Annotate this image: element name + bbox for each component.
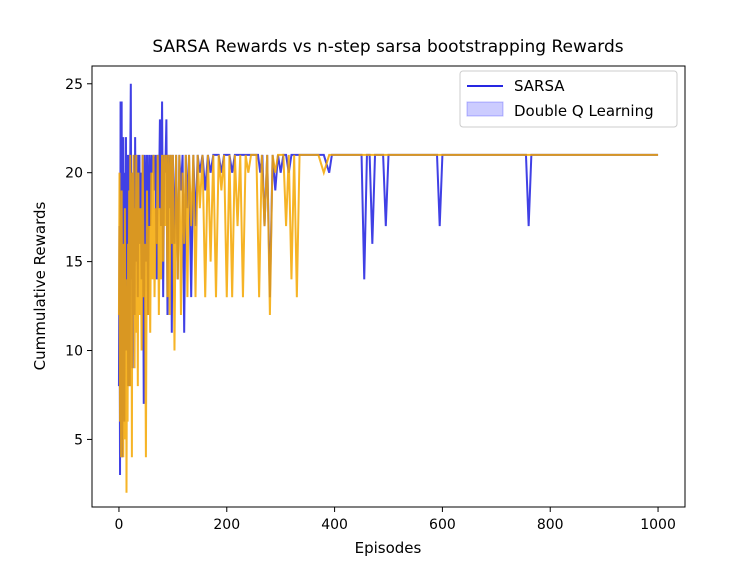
x-tick-label: 0 [114,517,123,533]
y-axis: 5 10 15 20 25 [65,77,92,448]
plot-frame [91,65,686,508]
series-layer [117,83,659,493]
series-line-sarsa [117,83,659,475]
legend-label-double-q-learning: Double Q Learning [514,102,654,120]
x-tick-label: 400 [321,517,348,533]
legend-box [459,70,678,128]
legend: SARSA Double Q Learning [459,70,678,128]
y-tick-label: 5 [74,432,83,448]
series-line-orange [117,153,659,493]
chart-title: SARSA Rewards vs n-step sarsa bootstrapp… [152,37,623,57]
x-axis: 0 200 400 600 800 1000 [114,507,676,533]
y-tick-label: 15 [65,255,83,271]
x-tick-label: 1000 [640,517,676,533]
x-tick-label: 800 [537,517,564,533]
x-axis-label: Episodes [355,539,422,557]
legend-swatch-double-q-learning [466,101,504,117]
y-tick-label: 20 [65,166,83,182]
y-axis-label: Cummulative Rewards [31,201,49,370]
x-tick-label: 200 [213,517,240,533]
legend-label-sarsa: SARSA [514,77,565,95]
y-tick-label: 25 [65,77,83,93]
x-tick-label: 600 [429,517,456,533]
y-tick-label: 10 [65,344,83,360]
